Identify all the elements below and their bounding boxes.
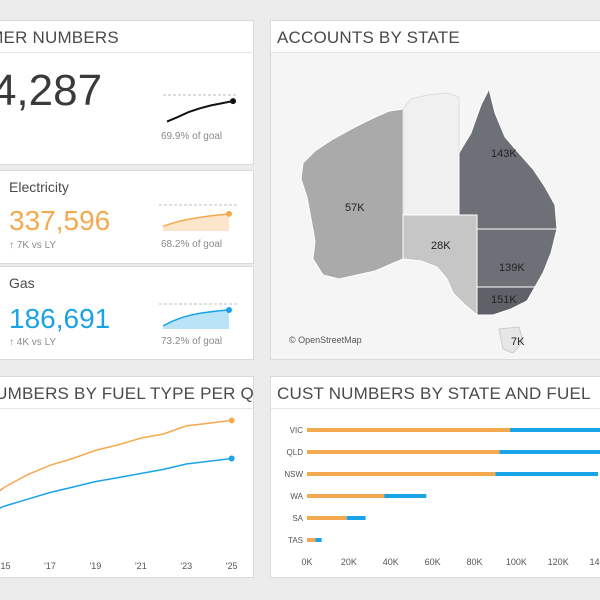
- gas-sparkline: [159, 303, 237, 329]
- total-goal-text: 69.9% of goal: [161, 131, 223, 142]
- bar-category-label: VIC: [290, 426, 304, 435]
- x-tick-label: '15: [0, 561, 10, 571]
- title-divider: [271, 408, 600, 409]
- title-divider: [271, 52, 600, 53]
- bar-chart-panel: CUST NUMBERS BY STATE AND FUEL VIC QLD NSW…: [270, 376, 600, 578]
- fuel-line-chart[interactable]: '15 '17 '19 '21 '23 '25: [0, 409, 254, 578]
- title-divider: [0, 52, 253, 53]
- bar-panel-title: CUST NUMBERS BY STATE AND FUEL: [277, 384, 591, 403]
- electricity-trend-area: [163, 213, 229, 231]
- bar-segment-qld-1[interactable]: [499, 450, 600, 454]
- bar-category-label: QLD: [287, 448, 304, 457]
- electricity-trend-endpoint: [226, 210, 232, 217]
- state-fuel-bar-chart[interactable]: VIC QLD NSW WA SA TAS 0K 20K 40K 60K 80K 100K 120K 14…: [271, 409, 600, 578]
- fuel-series-endpoint-1[interactable]: [228, 455, 235, 462]
- bar-segment-wa-1[interactable]: [384, 494, 427, 498]
- x-tick-label: 60K: [425, 557, 441, 567]
- state-qld[interactable]: [458, 87, 558, 230]
- bar-segment-sa-1[interactable]: [346, 516, 366, 520]
- x-tick-label: 0K: [301, 557, 312, 567]
- electricity-goal-text: 68.2% of goal: [161, 239, 223, 250]
- total-panel-title: CUSTOMER NUMBERS: [0, 28, 119, 47]
- total-trend-endpoint: [230, 98, 236, 105]
- bar-segment-vic-1[interactable]: [510, 428, 600, 432]
- bar-segment-qld-0[interactable]: [307, 450, 500, 454]
- map-panel: ACCOUNTS BY STATE 57K 28K 143K 139K 151K…: [270, 20, 600, 360]
- state-label-wa: 57K: [345, 202, 365, 214]
- gas-delta: ↑ 4K vs LY: [9, 337, 57, 348]
- bar-category-label: WA: [290, 492, 303, 501]
- x-tick-label: '23: [180, 561, 192, 571]
- gas-trend-area: [163, 310, 229, 329]
- electricity-kpi-panel: Electricity 337,596 ↑ 7K vs LY 68.2% of …: [0, 170, 254, 264]
- fuel-series-line-0[interactable]: [0, 419, 232, 499]
- x-tick-label: 140K: [590, 557, 600, 567]
- bar-category-label: TAS: [288, 536, 303, 545]
- total-trend-line: [166, 100, 234, 123]
- bar-category-label: NSW: [284, 470, 303, 479]
- x-tick-label: '17: [44, 561, 56, 571]
- x-tick-label: 20K: [341, 557, 357, 567]
- x-tick-label: 80K: [466, 557, 482, 567]
- x-tick-label: '21: [135, 561, 147, 571]
- total-sparkline: [163, 94, 237, 123]
- state-nt[interactable]: [402, 92, 460, 216]
- bar-segment-sa-0[interactable]: [307, 516, 347, 520]
- line-chart-panel: CUST NUMBERS BY FUEL TYPE PER QTR '15 '17…: [0, 376, 254, 578]
- title-divider: [0, 408, 253, 409]
- map-panel-title-bar: ACCOUNTS BY STATE: [271, 21, 600, 53]
- fuel-series-line-1[interactable]: [0, 457, 232, 513]
- x-tick-label: '25: [226, 561, 238, 571]
- bar-segment-tas-0[interactable]: [307, 538, 316, 542]
- line-panel-title: CUST NUMBERS BY FUEL TYPE PER QTR: [0, 384, 254, 403]
- state-label-qld: 143K: [491, 148, 517, 160]
- electricity-trend-line: [162, 213, 230, 228]
- x-tick-label: 120K: [548, 557, 569, 567]
- electricity-value: 337,596: [9, 205, 111, 236]
- gas-goal-text: 73.2% of goal: [161, 336, 223, 347]
- total-kpi-value: 524,287: [0, 66, 103, 115]
- gas-value: 186,691: [9, 303, 111, 334]
- bar-category-label: SA: [292, 514, 303, 523]
- electricity-label: Electricity: [9, 179, 69, 195]
- gas-trend-endpoint: [226, 307, 232, 314]
- electricity-sparkline: [159, 204, 237, 231]
- x-tick-label: 40K: [383, 557, 399, 567]
- bar-segment-wa-0[interactable]: [307, 494, 385, 498]
- state-tas[interactable]: [498, 326, 524, 354]
- bar-segment-nsw-0[interactable]: [307, 472, 496, 476]
- state-label-sa: 28K: [431, 240, 451, 252]
- map-panel-title: ACCOUNTS BY STATE: [277, 28, 460, 47]
- total-panel-title-bar: CUSTOMER NUMBERS: [0, 21, 253, 53]
- state-wa[interactable]: [300, 108, 404, 280]
- fuel-series-endpoint-0[interactable]: [228, 417, 235, 424]
- australia-map[interactable]: 57K 28K 143K 139K 151K 7K © OpenStreetMa…: [271, 53, 600, 360]
- electricity-delta: ↑ 7K vs LY: [9, 240, 57, 251]
- x-tick-label: '19: [90, 561, 102, 571]
- gas-label: Gas: [9, 275, 35, 291]
- bar-segment-vic-0[interactable]: [307, 428, 511, 432]
- bar-panel-title-bar: CUST NUMBERS BY STATE AND FUEL: [271, 377, 600, 409]
- bar-segment-tas-1[interactable]: [315, 538, 322, 542]
- state-label-vic: 151K: [491, 294, 517, 306]
- x-tick-label: 100K: [506, 557, 527, 567]
- map-attribution[interactable]: © OpenStreetMap: [289, 335, 362, 345]
- total-kpi-panel: CUSTOMER NUMBERS 524,287 69.9% of goal: [0, 20, 254, 165]
- state-vic[interactable]: [476, 286, 536, 316]
- state-label-nsw: 139K: [499, 262, 525, 274]
- bar-segment-nsw-1[interactable]: [495, 472, 598, 476]
- line-panel-title-bar: CUST NUMBERS BY FUEL TYPE PER QTR: [0, 377, 253, 409]
- gas-trend-line: [162, 309, 230, 327]
- state-label-tas: 7K: [511, 336, 525, 348]
- gas-kpi-panel: Gas 186,691 ↑ 4K vs LY 73.2% of goal: [0, 266, 254, 360]
